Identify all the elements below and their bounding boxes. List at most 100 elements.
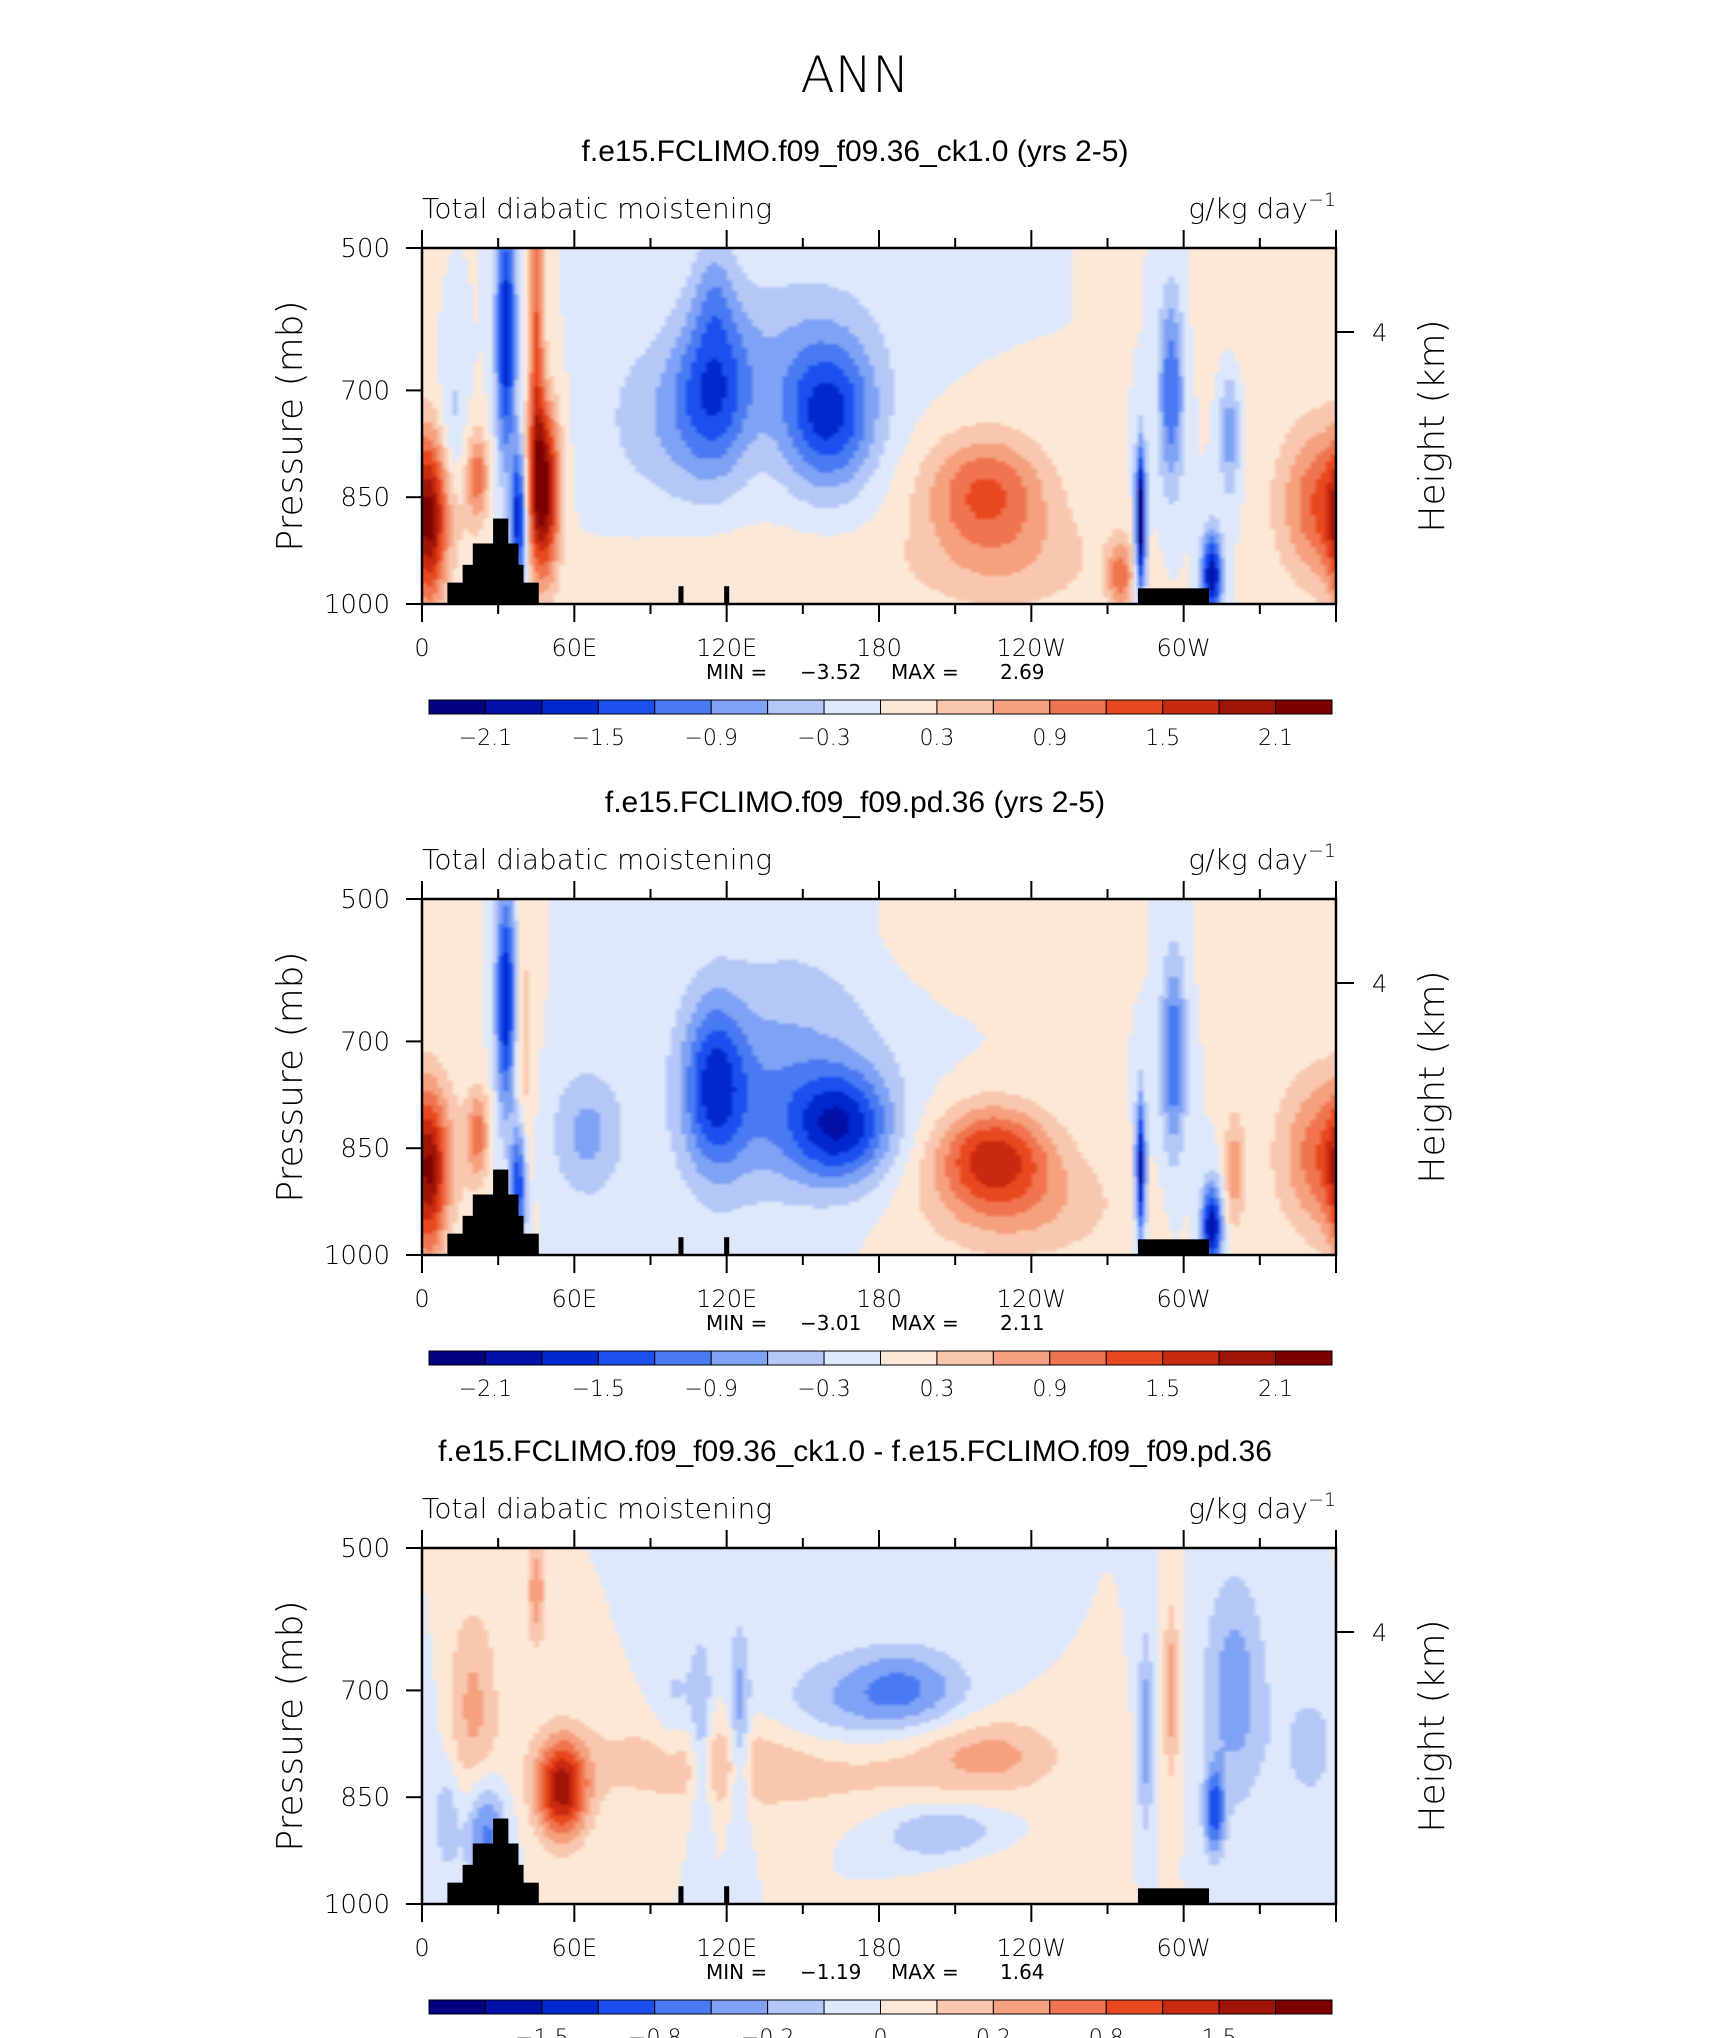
- x-tick-label: 120W: [997, 634, 1067, 662]
- y-tick-label: 1000: [324, 1890, 390, 1920]
- colorbar-swatch: [823, 1999, 881, 2015]
- units-label: g/kg day−1: [1188, 840, 1336, 876]
- x-tick-label: 0: [414, 1285, 429, 1313]
- plot-area: [420, 1546, 1338, 1906]
- x-tick-label: 60E: [551, 1285, 597, 1313]
- variable-label: Total diabatic moistening: [422, 843, 772, 876]
- colorbar-label: −0.9: [684, 1377, 737, 1402]
- colorbar-label: −0.9: [684, 726, 737, 751]
- y-tick-label: 700: [340, 1027, 390, 1057]
- colorbar-swatch: [428, 1999, 486, 2015]
- colorbar-swatch: [484, 699, 543, 715]
- colorbar-label: 0.3: [919, 1377, 954, 1402]
- x-tick-label: 120W: [997, 1934, 1067, 1962]
- units-base: g/kg day: [1188, 192, 1308, 225]
- x-tick-label: 120E: [696, 1934, 757, 1962]
- field-image: [422, 899, 1336, 1255]
- x-tick-label: 120W: [997, 1285, 1067, 1313]
- max-value: 2.69: [1000, 660, 1045, 684]
- y-tick-label: 500: [340, 885, 390, 915]
- colorbar-swatch: [1275, 699, 1333, 715]
- max-value: 1.64: [1000, 1960, 1045, 1984]
- plot-area: [420, 897, 1338, 1257]
- colorbar-swatch: [1218, 1350, 1277, 1366]
- terrain-mask: [678, 586, 684, 604]
- units-exponent: −1: [1308, 1489, 1336, 1511]
- min-label: MIN =: [706, 1960, 767, 1984]
- colorbar-swatch: [1275, 1999, 1333, 2015]
- colorbar-label: −0.3: [797, 1377, 850, 1402]
- variable-label: Total diabatic moistening: [422, 192, 772, 225]
- colorbar-swatch: [1049, 1350, 1107, 1366]
- colorbar-swatch: [767, 699, 825, 715]
- variable-label: Total diabatic moistening: [422, 1492, 772, 1525]
- x-tick-label: 120E: [696, 634, 757, 662]
- colorbar-label: 2.1: [1258, 1377, 1293, 1402]
- units-label: g/kg day−1: [1188, 189, 1336, 225]
- field-image: [422, 248, 1336, 604]
- panel-title: f.e15.FCLIMO.f09_f09.pd.36 (yrs 2-5): [605, 786, 1105, 819]
- colorbar-swatch: [880, 699, 938, 715]
- colorbar-swatch: [484, 1999, 543, 2015]
- colorbar-swatch: [1049, 699, 1107, 715]
- colorbar-swatch: [1275, 1350, 1333, 1366]
- y-axis-right-label: Height (km): [1412, 319, 1453, 532]
- axis-ticks: 0 60E 120E 180 120W 60W 500 700 850 1000 4: [324, 1530, 1387, 1962]
- terrain-mask: [493, 518, 509, 604]
- panel-2: f.e15.FCLIMO.f09_f09.pd.36 (yrs 2-5) Tot…: [270, 786, 1453, 1402]
- y-tick-label: 700: [340, 376, 390, 406]
- colorbar: −2.1 −1.5 −0.9 −0.3 0.3 0.9 1.5 2.1: [428, 1350, 1333, 1402]
- colorbar-swatch: [880, 1350, 938, 1366]
- y-axis-label: Pressure (mb): [270, 951, 311, 1202]
- colorbar-label: 1.5: [1145, 726, 1180, 751]
- y-tick-label: 500: [340, 234, 390, 264]
- colorbar-swatch: [710, 699, 769, 715]
- colorbar-swatch: [992, 1350, 1051, 1366]
- x-tick-label: 180: [856, 1285, 902, 1313]
- colorbar-swatch: [992, 1999, 1051, 2015]
- max-value: 2.11: [1000, 1311, 1045, 1335]
- colorbar-label: −2.1: [459, 1377, 512, 1402]
- max-label: MAX =: [891, 1311, 959, 1335]
- colorbar-swatch: [1105, 1350, 1164, 1366]
- colorbar-swatch: [541, 1350, 599, 1366]
- axis-ticks: 0 60E 120E 180 120W 60W 500 700 850 1000 4: [324, 881, 1387, 1313]
- terrain-mask: [493, 1818, 509, 1904]
- panel-1: f.e15.FCLIMO.f09_f09.36_ck1.0 (yrs 2-5) …: [270, 135, 1453, 751]
- x-tick-label: 180: [856, 1934, 902, 1962]
- y-tick-label: 1000: [324, 590, 390, 620]
- terrain-mask: [493, 1169, 509, 1255]
- colorbar-swatch: [428, 699, 486, 715]
- y-axis-right-label: Height (km): [1412, 1619, 1453, 1832]
- colorbar-swatch: [541, 1999, 599, 2015]
- colorbar-label: 0.2: [976, 2026, 1011, 2038]
- y-tick-label: 1000: [324, 1241, 390, 1271]
- colorbar-swatch: [936, 1999, 994, 2015]
- x-tick-label: 60E: [551, 634, 597, 662]
- colorbar-swatch: [541, 699, 599, 715]
- terrain-mask: [724, 586, 730, 604]
- panel-title: f.e15.FCLIMO.f09_f09.36_ck1.0 - f.e15.FC…: [438, 1435, 1272, 1468]
- colorbar-label: −0.3: [797, 726, 850, 751]
- colorbar-label: 0: [874, 2026, 888, 2038]
- x-tick-label: 60W: [1157, 634, 1211, 662]
- min-label: MIN =: [706, 1311, 767, 1335]
- page-title: ANN: [800, 46, 909, 104]
- colorbar-swatch: [1049, 1999, 1107, 2015]
- colorbar-swatch: [1218, 1999, 1277, 2015]
- colorbar-label: 1.5: [1145, 1377, 1180, 1402]
- terrain-mask: [724, 1237, 730, 1255]
- height-tick-label: 4: [1372, 1619, 1387, 1647]
- colorbar-label: 0.8: [1089, 2026, 1124, 2038]
- units-base: g/kg day: [1188, 1492, 1308, 1525]
- y-tick-label: 850: [340, 1134, 390, 1164]
- colorbar-swatch: [710, 1999, 769, 2015]
- colorbar-swatch: [1162, 1999, 1220, 2015]
- colorbar-label: −0.8: [628, 2026, 681, 2038]
- colorbar-swatch: [597, 1350, 656, 1366]
- x-tick-label: 180: [856, 634, 902, 662]
- terrain-mask: [724, 1886, 730, 1904]
- y-axis-right-label: Height (km): [1412, 970, 1453, 1183]
- max-label: MAX =: [891, 1960, 959, 1984]
- colorbar-label: −2.1: [459, 726, 512, 751]
